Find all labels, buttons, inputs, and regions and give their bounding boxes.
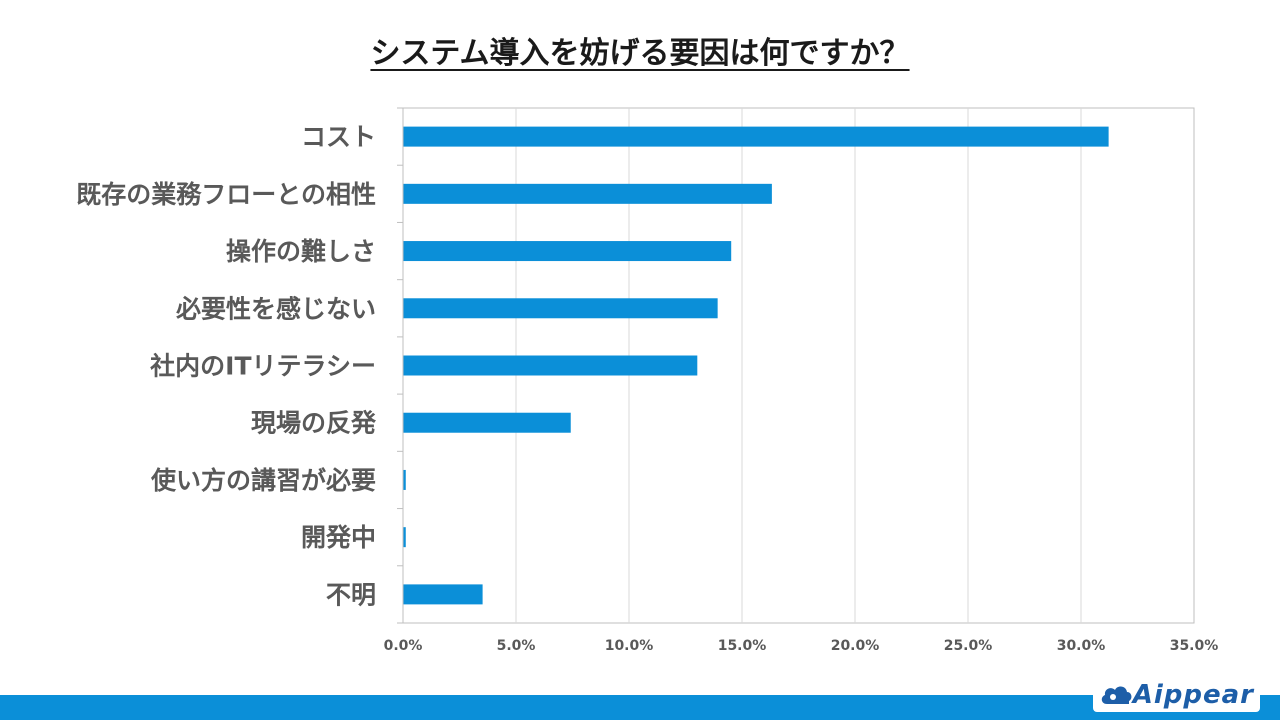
bar [403, 469, 406, 490]
aippear-logo: Aippear [1092, 678, 1260, 712]
brand-name: Aippear [1132, 680, 1254, 710]
bar [403, 126, 1109, 147]
category-label: 既存の業務フローとの相性 [76, 180, 376, 209]
bar [403, 584, 483, 605]
x-tick-label: 35.0% [1170, 638, 1219, 654]
bar [403, 412, 571, 433]
x-tick-label: 25.0% [944, 638, 993, 654]
bar [403, 527, 406, 548]
category-label: 開発中 [301, 523, 376, 552]
category-label: 現場の反発 [251, 409, 377, 438]
x-tick-label: 0.0% [384, 638, 423, 654]
chart-title: システム導入を妨げる要因は何ですか？ [0, 28, 1280, 72]
x-tick-label: 20.0% [831, 638, 880, 654]
bar-chart: 0.0% 5.0% 10.0% 15.0% 20.0% 25.0% 30.0% 35.0% コス… [76, 107, 1219, 654]
category-label: 社内のITリテラシー [150, 352, 376, 381]
category-label: 操作の難しさ [226, 237, 376, 266]
x-tick-label: 30.0% [1057, 638, 1106, 654]
x-tick-label: 10.0% [605, 638, 654, 654]
category-label: 使い方の講習が必要 [150, 466, 376, 495]
chart-title-text: システム導入を妨げる要因は何ですか？ [370, 36, 910, 71]
cloud-icon [1101, 686, 1132, 704]
footer-bar [0, 695, 1280, 720]
category-label: コスト [301, 123, 376, 152]
category-label: 必要性を感じない [176, 294, 376, 323]
category-label: 不明 [326, 580, 376, 609]
bar [403, 183, 772, 204]
bar [403, 355, 698, 376]
bar [403, 241, 732, 262]
x-tick-label: 5.0% [497, 638, 536, 654]
bar [403, 298, 718, 319]
x-tick-label: 15.0% [718, 638, 767, 654]
